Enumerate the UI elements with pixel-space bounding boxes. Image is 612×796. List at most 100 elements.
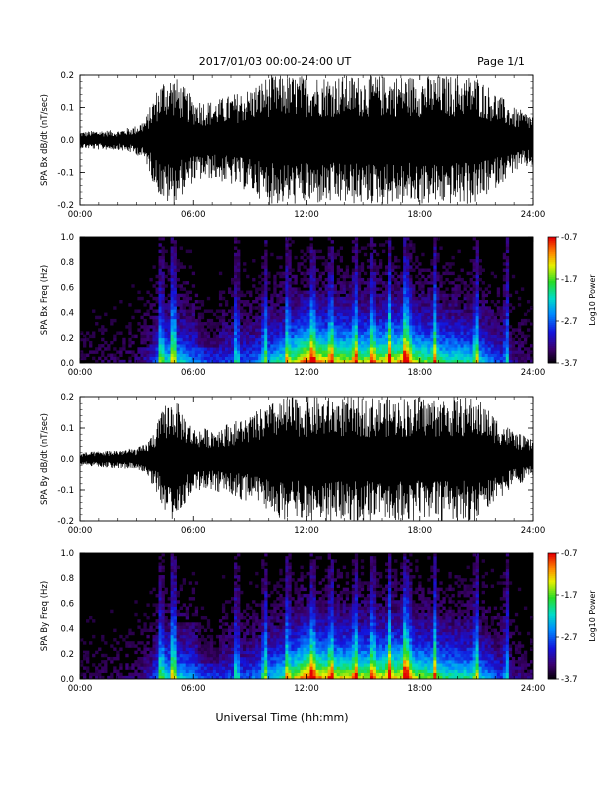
spectrogram-cell [427, 322, 430, 325]
spectrogram-cell [159, 335, 162, 338]
spectrogram-cell [186, 622, 189, 625]
spectrogram-cell [183, 322, 186, 325]
spectrogram-cell [113, 306, 116, 309]
spectrogram-cell [454, 328, 457, 331]
spectrogram-cell [237, 585, 240, 588]
spectrogram-cell [159, 316, 162, 319]
spectrogram-cell [162, 278, 165, 281]
spectrogram-cell [222, 651, 225, 654]
spectrogram-cell [240, 306, 243, 309]
spectrogram-cell [482, 309, 485, 312]
spectrogram-cell [171, 585, 174, 588]
spectrogram-cell [352, 316, 355, 319]
spectrogram-cell [319, 354, 322, 357]
spectrogram-cell [165, 309, 168, 312]
spectrogram-cell [458, 275, 461, 278]
spectrogram-cell [300, 325, 303, 328]
spectrogram-cell [512, 344, 515, 347]
spectrogram-cell [328, 291, 331, 294]
spectrogram-cell [307, 256, 310, 259]
spectrogram-cell [291, 300, 294, 303]
spectrogram-cell [421, 294, 424, 297]
spectrogram-cell [473, 281, 476, 284]
spectrogram-cell [270, 297, 273, 300]
spectrogram-cell [264, 303, 267, 306]
spectrogram-cell [264, 325, 267, 328]
spectrogram-cell [454, 350, 457, 353]
spectrogram-cell [174, 644, 177, 647]
spectrogram-cell [479, 347, 482, 350]
spectrogram-cell [337, 357, 340, 360]
spectrogram-cell [427, 291, 430, 294]
spectrogram-cell [448, 357, 451, 360]
spectrogram-cell [183, 294, 186, 297]
spectrogram-cell [285, 303, 288, 306]
spectrogram-cell [328, 328, 331, 331]
spectrogram-cell [189, 641, 192, 644]
spectrogram-cell [461, 332, 464, 335]
spectrogram-cell [388, 322, 391, 325]
spectrogram-cell [210, 319, 213, 322]
spectrogram-cell [159, 300, 162, 303]
spectrogram-cell [168, 638, 171, 641]
spectrogram-cell [430, 325, 433, 328]
spectrogram-cell [177, 666, 180, 669]
spectrogram-cell [243, 341, 246, 344]
spectrogram-cell [482, 322, 485, 325]
spectrogram-cell [334, 306, 337, 309]
spectrogram-cell [427, 275, 430, 278]
spectrogram-cell [397, 322, 400, 325]
spectrogram-cell [436, 297, 439, 300]
spectrogram-cell [442, 265, 445, 268]
spectrogram-cell [331, 325, 334, 328]
spectrogram-cell [285, 341, 288, 344]
y-tick-label: 0.2 [60, 71, 74, 81]
spectrogram-cell [461, 354, 464, 357]
spectrogram-cell [192, 622, 195, 625]
spectrogram-cell [186, 657, 189, 660]
spectrogram-cell [246, 660, 249, 663]
spectrogram-cell [291, 328, 294, 331]
spectrogram-cell [473, 357, 476, 360]
spectrogram-cell [198, 319, 201, 322]
spectrogram-cell [288, 250, 291, 253]
spectrogram-cell [146, 629, 149, 632]
spectrogram-cell [394, 287, 397, 290]
spectrogram-cell [473, 322, 476, 325]
spectrogram-cell [276, 297, 279, 300]
spectrogram-cell [273, 341, 276, 344]
spectrogram-cell [376, 316, 379, 319]
spectrogram-cell [403, 291, 406, 294]
spectrogram-cell [397, 284, 400, 287]
spectrogram-cell [261, 657, 264, 660]
spectrogram-cell [234, 616, 237, 619]
spectrogram-cell [445, 297, 448, 300]
spectrogram-cell [391, 300, 394, 303]
spectrogram-cell [433, 259, 436, 262]
spectrogram-cell [367, 265, 370, 268]
spectrogram-cell [228, 332, 231, 335]
spectrogram-cell [201, 313, 204, 316]
spectrogram-cell [201, 648, 204, 651]
spectrogram-cell [225, 666, 228, 669]
spectrogram-cell [470, 313, 473, 316]
spectrogram-cell [207, 341, 210, 344]
spectrogram-cell [189, 332, 192, 335]
spectrogram-cell [291, 309, 294, 312]
spectrogram-cell [180, 663, 183, 666]
y-tick-label: 0.2 [60, 393, 74, 403]
spectrogram-cell [476, 309, 479, 312]
spectrogram-cell [207, 663, 210, 666]
spectrogram-cell [479, 350, 482, 353]
spectrogram-cell [246, 603, 249, 606]
spectrogram-cell [252, 278, 255, 281]
spectrogram-cell [476, 253, 479, 256]
spectrogram-cell [288, 328, 291, 331]
spectrogram-cell [322, 350, 325, 353]
spectrogram-cell [485, 294, 488, 297]
spectrogram-cell [192, 319, 195, 322]
spectrogram-cell [240, 332, 243, 335]
spectrogram-cell [319, 287, 322, 290]
spectrogram-cell [162, 341, 165, 344]
spectrogram-cell [195, 673, 198, 676]
